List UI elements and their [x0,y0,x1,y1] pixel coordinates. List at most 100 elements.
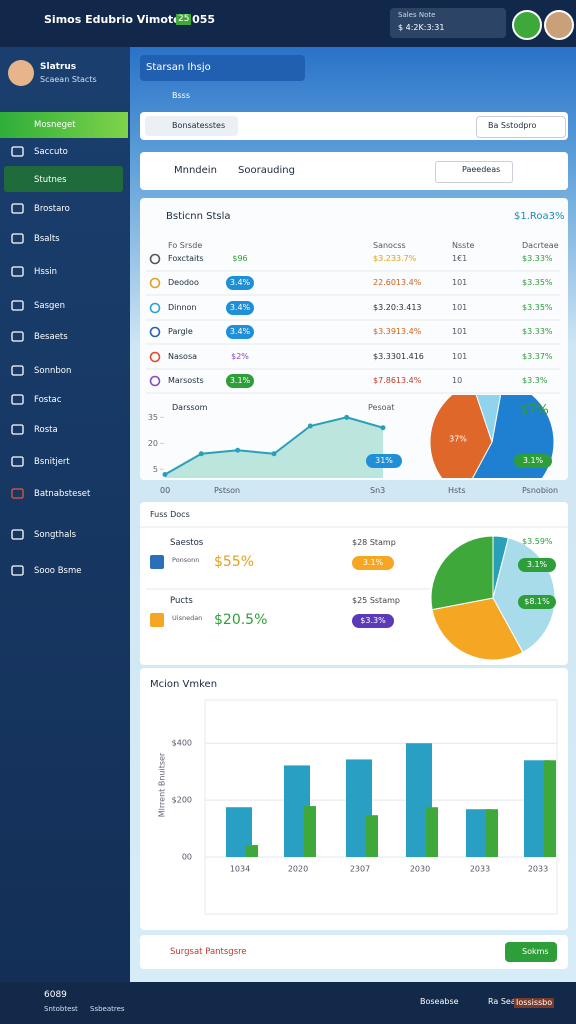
row-name: Nasosa [168,352,198,361]
stat-label: Sales Note [398,11,436,19]
point [344,414,350,420]
table-header: Sanocss [373,241,406,250]
nav-icon [11,565,24,576]
nav-icon [11,424,24,435]
y-tick-label: $400 [172,739,192,748]
docs-title: Fuss Docs [150,510,190,519]
chart-title: Mcion Vmken [150,679,218,690]
bottom-left[interactable]: Boseabse [420,997,459,1006]
footer-button[interactable] [505,942,557,962]
nav-item[interactable]: Songthals [34,530,77,540]
pie-slice [431,597,524,661]
y-tick-label: 5 [153,465,158,474]
chart-legend: Pesoat [368,403,395,412]
user-pill[interactable] [476,116,566,138]
point [235,447,241,453]
pie-label: $3.59% [522,537,553,546]
x-tick-label: 2020 [288,865,308,874]
nav-icon [11,300,24,311]
section-button-text[interactable]: Paeedeas [462,165,501,174]
row-percent: $3.35% [522,278,553,287]
row-name: Marsosts [168,376,204,385]
chart-title: Darssom [172,403,208,412]
nav-item[interactable]: Bsalts [34,234,60,244]
x-tick-label: 2033 [528,865,548,874]
y-tick-label: 35 [148,413,158,422]
active-item[interactable] [0,112,128,138]
selected-item[interactable] [4,166,123,192]
doc-name: Saestos [170,538,204,548]
pill: 3.1% [352,556,394,570]
x-label: Sn3 [370,486,386,495]
row-name: Dinnon [168,303,197,312]
search-pill[interactable] [145,116,238,136]
pill: 3.1% [226,374,254,388]
nav-item[interactable]: Rosta [34,425,58,435]
row-icon [149,302,161,314]
row-icon [149,253,161,265]
pill: $96 [232,254,248,263]
user-text[interactable]: Ba Sstodpro [488,121,537,130]
row-value: $7.8613.4% [373,376,422,385]
search-text[interactable]: Bonsatesstes [172,121,226,130]
row-count: 101 [452,303,468,312]
footer-text: Surgsat Pantsgsre [170,947,247,957]
nav-item[interactable]: Sonnbon [34,366,72,376]
pill: 3.4% [226,301,254,315]
nav-icon [11,266,24,277]
row-icon [149,351,161,363]
nav-item[interactable]: Bsnitjert [34,457,70,467]
nav-item[interactable]: Saccuto [34,147,68,157]
bar [544,760,556,857]
user-role: Scaean Stacts [40,75,97,84]
pill: $2% [231,352,249,361]
nav-icon [11,488,24,499]
card-total: $1.Roa3% [514,211,565,222]
y-axis-label: Mlrrent Bnuitser [158,752,167,817]
nav-item[interactable]: Sooo Bsme [34,566,82,576]
avatar [544,10,574,40]
bottom-right[interactable]: Iossissbo [514,998,555,1008]
x-label: 00 [160,486,171,495]
row-icon [149,277,161,289]
footer-label: Sntobtest [44,1005,78,1013]
row-value: $3.2З3.7% [373,254,417,263]
nav-icon [11,233,24,244]
plot-frame [204,699,558,915]
nav-item[interactable]: Batnabsteset [34,489,91,499]
table-header: Dacrteae [522,241,559,250]
row-icon [149,326,161,338]
nav-item[interactable]: Mosneget [34,120,76,130]
footer-button-text[interactable]: Sokms [522,947,549,956]
point [271,451,277,457]
bottom-bar [0,982,576,1024]
row-percent: $3.3% [522,376,548,385]
x-label: Pstson [214,486,241,495]
bottom-middle[interactable]: Ra Seas [488,997,520,1006]
topbar-field [140,55,305,81]
nav-item[interactable]: Sasgen [34,301,66,311]
pill: 3.1% [518,558,556,572]
doc-sub: Uisnedan [172,614,203,622]
bar [304,806,316,857]
pie-slice [429,395,493,478]
footer-action[interactable]: Ssbeatres [90,1005,125,1013]
nav-item[interactable]: Fostac [34,395,62,405]
x-label: Psnobion [522,486,559,495]
doc-icon [150,555,164,569]
pill: 3.4% [226,276,254,290]
sidebar [0,47,130,982]
point [198,451,204,457]
pie-title: $7% [520,403,549,418]
avatar [8,60,34,86]
section-button[interactable] [435,161,513,183]
nav-item[interactable]: Stutnes [34,175,67,185]
topbar-title[interactable]: Starsan Ihsjo [146,62,211,73]
nav-item[interactable]: Besaets [34,332,68,342]
doc-icon [150,613,164,627]
nav-item[interactable]: Hssin [34,267,57,277]
nav-item[interactable]: Brostaro [34,204,70,214]
point [162,472,168,478]
topbar-tab[interactable]: Bsss [172,91,190,100]
